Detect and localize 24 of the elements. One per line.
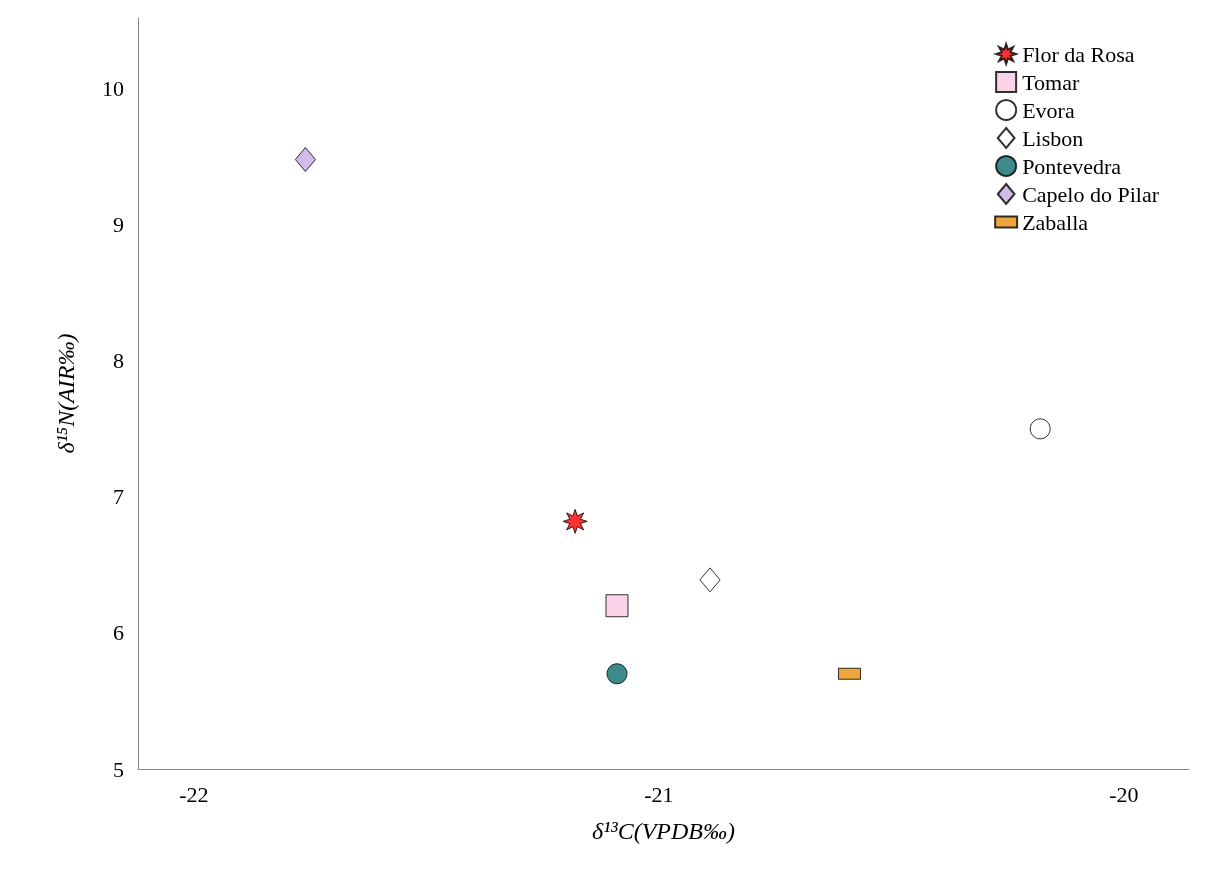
x-tick-label: -20 [1109,781,1139,807]
x-axis-title: δ¹³C(VPDB‰) [592,818,735,844]
x-tick-label: -22 [179,781,209,807]
legend-label: Lisbon [1022,125,1084,151]
legend-label: Zaballa [1022,209,1089,235]
point [562,508,588,534]
y-tick-label: 5 [113,756,124,782]
y-tick-label: 7 [113,484,124,510]
x-tick-label: -21 [644,781,674,807]
point [294,146,316,172]
y-tick-label: 9 [113,212,124,238]
point [605,594,629,618]
y-axis-title: δ¹⁵N(AIR‰) [53,333,79,454]
y-tick-label: 10 [102,76,124,102]
legend-label: Evora [1022,97,1075,123]
legend-label: Flor da Rosa [1022,41,1135,67]
legend-label: Pontevedra [1022,153,1122,179]
legend-label: Capelo do Pilar [1022,181,1160,207]
point [1029,418,1051,440]
point [606,663,628,685]
legend-label: Tomar [1022,69,1080,95]
point [699,567,721,593]
y-tick-label: 8 [113,348,124,374]
y-tick-label: 6 [113,620,124,646]
